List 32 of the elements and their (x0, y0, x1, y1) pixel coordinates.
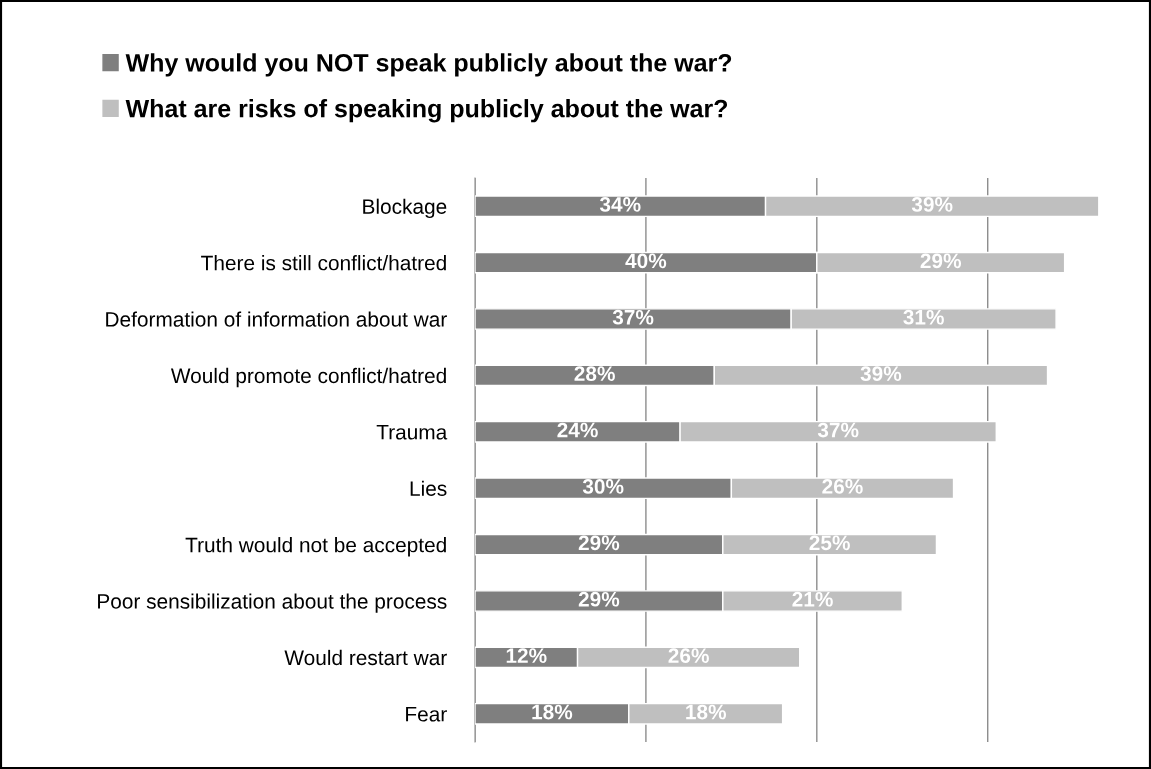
y-tick-label: Deformation of information about war (106, 311, 447, 327)
data-label: 24% (557, 422, 598, 438)
data-label: 34% (599, 197, 641, 212)
data-label: 29% (578, 591, 620, 607)
data-label: 21% (792, 591, 833, 607)
legend-label: Why would you NOT speak publicly about the war? (125, 53, 732, 77)
y-tick-label: Would promote conflict/hatred (170, 367, 446, 388)
legend-label: What are risks of speaking publicly about the war? (125, 99, 728, 123)
data-label: 25% (809, 535, 850, 551)
y-tick-label: Trauma (376, 425, 448, 440)
data-label: 26% (822, 479, 863, 494)
data-label: 39% (911, 197, 953, 212)
data-label: 30% (582, 479, 624, 494)
y-tick-label: There is still conflict/hatred (201, 255, 446, 271)
y-tick-label: Lies (410, 480, 447, 496)
data-label: 12% (506, 648, 547, 663)
y-tick-label: Fear (406, 707, 447, 722)
data-label: 29% (920, 253, 962, 269)
data-label: 18% (532, 704, 573, 720)
data-label: 40% (625, 253, 667, 269)
y-tick-label: Truth would not be accepted (185, 537, 446, 557)
y-tick-label: Blockage (363, 198, 447, 219)
data-label: 28% (574, 366, 615, 381)
data-label: 18% (686, 704, 727, 720)
data-label: 29% (578, 535, 620, 551)
data-label: 39% (860, 366, 902, 382)
data-label: 26% (668, 648, 709, 663)
y-tick-label: Would restart war (284, 649, 447, 666)
y-tick-label: Poor sensibilization about the process (98, 593, 447, 613)
data-label: 37% (817, 422, 859, 438)
data-label: 37% (612, 309, 654, 325)
data-label: 31% (903, 309, 944, 325)
